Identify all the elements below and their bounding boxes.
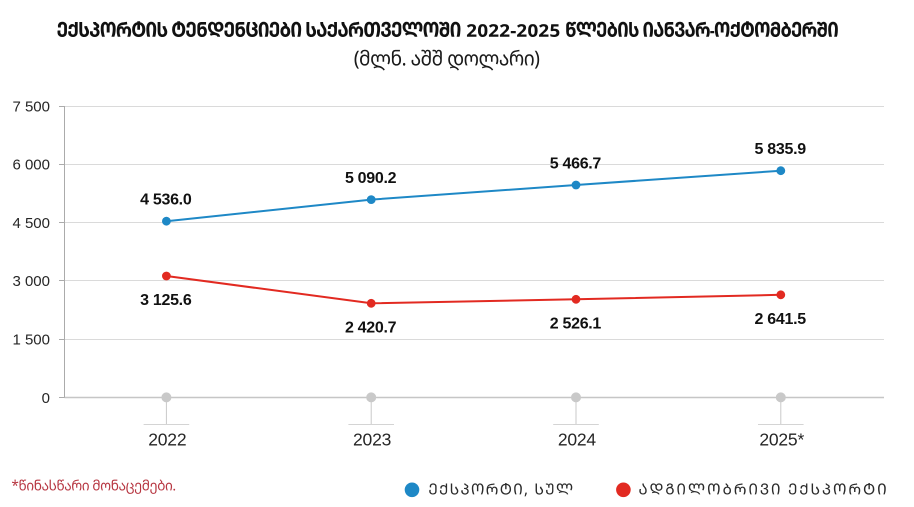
svg-text:2 526.1: 2 526.1 [550, 315, 602, 332]
svg-text:3 125.6: 3 125.6 [140, 292, 192, 309]
svg-text:5 835.9: 5 835.9 [755, 141, 807, 158]
svg-text:1 500: 1 500 [12, 332, 50, 349]
svg-text:7 500: 7 500 [12, 98, 50, 115]
svg-text:5 466.7: 5 466.7 [550, 156, 602, 173]
svg-text:4 500: 4 500 [12, 215, 50, 232]
svg-text:2023: 2023 [353, 430, 391, 450]
svg-text:2 420.7: 2 420.7 [345, 319, 397, 336]
svg-text:0: 0 [42, 390, 50, 407]
svg-text:4 536.0: 4 536.0 [140, 192, 192, 209]
svg-text:2 641.5: 2 641.5 [755, 311, 807, 328]
svg-text:6 000: 6 000 [12, 157, 50, 174]
svg-text:3 000: 3 000 [12, 273, 50, 290]
svg-text:2022: 2022 [148, 430, 186, 450]
svg-text:2025*: 2025* [759, 430, 804, 450]
svg-text:2024: 2024 [558, 430, 597, 450]
svg-text:5 090.2: 5 090.2 [345, 170, 397, 187]
